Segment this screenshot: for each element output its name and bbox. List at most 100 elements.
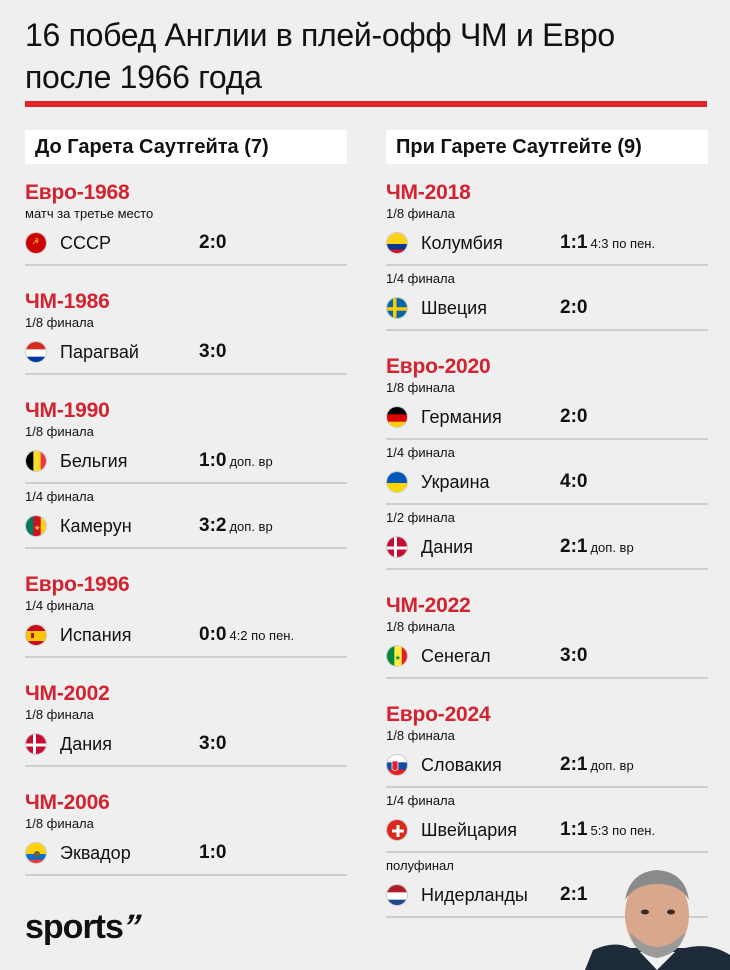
- match-row: Дания 3:0: [25, 723, 347, 767]
- column-heading: При Гарете Саутгейте (9): [386, 130, 708, 164]
- score-value: 1:1: [560, 232, 588, 253]
- ecuador-flag-icon: [25, 842, 47, 864]
- stage-label: 1/4 финала: [386, 793, 455, 808]
- score-value: 3:0: [199, 341, 227, 362]
- svg-text:☭: ☭: [32, 237, 39, 246]
- match-row: ☭ СССР 2:0: [25, 222, 347, 266]
- match-score: 2:1: [560, 874, 587, 916]
- match-score: 2:0: [560, 396, 587, 438]
- sweden-flag-icon: [386, 297, 408, 319]
- match-row: ★ Сенегал 3:0: [386, 635, 708, 679]
- stage-label: 1/8 финала: [386, 619, 455, 634]
- match-score: 2:1 доп. вр: [560, 526, 634, 569]
- score-note: 4:2 по пен.: [229, 628, 295, 643]
- opponent-name: Дания: [60, 734, 112, 754]
- opponent-name: Сенегал: [421, 646, 491, 666]
- stage-label: матч за третье место: [25, 206, 154, 221]
- stage-label: 1/2 финала: [386, 510, 455, 525]
- stage-label: 1/8 финала: [25, 816, 94, 831]
- tournament-block: Евро-2024 1/8 финала Словакия 2:1 доп. вр 1/4…: [386, 703, 708, 918]
- match-score: 0:0 4:2 по пен.: [199, 614, 294, 657]
- tournament-block: Евро-1996 1/4 финала Испания 0:0 4:2 по пен.: [25, 573, 347, 658]
- opponent-name: Парагвай: [60, 342, 139, 362]
- tournament-name: ЧМ-2006: [25, 791, 110, 814]
- stage-label: 1/8 финала: [386, 206, 455, 221]
- match-score: 3:0: [199, 331, 226, 373]
- opponent-name: Нидерланды: [421, 885, 528, 905]
- paraguay-flag-icon: [25, 341, 47, 363]
- tournament-name: ЧМ-2022: [386, 594, 471, 617]
- tournament-name: Евро-2020: [386, 355, 491, 378]
- match-score: 2:1 доп. вр: [560, 744, 634, 787]
- match-row: Эквадор 1:0: [25, 832, 347, 876]
- senegal-flag-icon: ★: [386, 645, 408, 667]
- logo-text: sports: [25, 908, 124, 946]
- svg-text:★: ★: [395, 654, 401, 662]
- opponent-name: Швеция: [421, 298, 487, 318]
- colombia-flag-icon: [386, 232, 408, 254]
- page-title: 16 побед Англии в плей-офф ЧМ и Евро пос…: [25, 14, 715, 98]
- opponent-name: Эквадор: [60, 843, 131, 863]
- opponent-name: Камерун: [60, 516, 132, 536]
- score-value: 2:1: [560, 754, 588, 775]
- match-score: 1:1 4:3 по пен.: [560, 222, 655, 265]
- title-line-1: 16 побед Англии в плей-офф ЧМ и Евро: [25, 17, 615, 53]
- match-score: 4:0: [560, 461, 587, 503]
- score-note: 4:3 по пен.: [590, 236, 656, 251]
- match-row: Бельгия 1:0 доп. вр: [25, 440, 347, 484]
- score-note: доп. вр: [229, 519, 273, 534]
- sports-logo: sports’’: [25, 908, 146, 947]
- tournament-name: Евро-1968: [25, 181, 130, 204]
- match-row: Германия 2:0: [386, 396, 708, 440]
- score-value: 3:0: [560, 645, 588, 666]
- denmark-flag-icon: [25, 733, 47, 755]
- svg-text:★: ★: [34, 524, 40, 532]
- match-row: Швейцария 1:1 5:3 по пен.: [386, 809, 708, 853]
- match-score: 3:2 доп. вр: [199, 505, 273, 548]
- tournament-block: Евро-1968 матч за третье место ☭ СССР 2:0: [25, 181, 347, 266]
- score-value: 3:0: [199, 733, 227, 754]
- tournament-name: ЧМ-1990: [25, 399, 110, 422]
- match-score: 2:0: [560, 287, 587, 329]
- ukraine-flag-icon: [386, 471, 408, 493]
- stage-label: 1/4 финала: [25, 598, 94, 613]
- spain-flag-icon: [25, 624, 47, 646]
- match-row: Колумбия 1:1 4:3 по пен.: [386, 222, 708, 266]
- score-value: 2:1: [560, 536, 588, 557]
- opponent-name: Колумбия: [421, 233, 503, 253]
- coach-portrait-image: [585, 870, 730, 970]
- score-value: 2:0: [199, 232, 227, 253]
- tournament-block: ЧМ-2006 1/8 финала Эквадор 1:0: [25, 791, 347, 876]
- match-score: 1:0: [199, 832, 226, 874]
- tournament-block: ЧМ-2002 1/8 финала Дания 3:0: [25, 682, 347, 767]
- score-value: 4:0: [560, 471, 588, 492]
- score-note: 5:3 по пен.: [590, 823, 656, 838]
- score-value: 1:0: [199, 450, 227, 471]
- score-note: доп. вр: [590, 540, 634, 555]
- opponent-name: Бельгия: [60, 451, 128, 471]
- title-line-2: после 1966 года: [25, 59, 262, 95]
- column-heading: До Гарета Саутгейта (7): [25, 130, 347, 164]
- score-value: 3:2: [199, 515, 227, 536]
- tournament-name: Евро-1996: [25, 573, 130, 596]
- ussr-flag-icon: ☭: [25, 232, 47, 254]
- match-row: Словакия 2:1 доп. вр: [386, 744, 708, 788]
- stage-label: 1/4 финала: [25, 489, 94, 504]
- tournament-name: ЧМ-2002: [25, 682, 110, 705]
- match-score: 1:0 доп. вр: [199, 440, 273, 483]
- column-before-southgate: До Гарета Саутгейта (7) Евро-1968 матч за…: [25, 130, 347, 900]
- match-row: ★ Камерун 3:2 доп. вр: [25, 505, 347, 549]
- opponent-name: Германия: [421, 407, 502, 427]
- match-score: 1:1 5:3 по пен.: [560, 809, 655, 852]
- tournament-block: ЧМ-1990 1/8 финала Бельгия 1:0 доп. вр 1/4 фи…: [25, 399, 347, 549]
- slovakia-flag-icon: [386, 754, 408, 776]
- match-score: 3:0: [560, 635, 587, 677]
- score-value: 2:0: [560, 406, 588, 427]
- cameroon-flag-icon: ★: [25, 515, 47, 537]
- opponent-name: Швейцария: [421, 820, 518, 840]
- column-under-southgate: При Гарете Саутгейте (9) ЧМ-2018 1/8 фина…: [386, 130, 708, 942]
- match-row: Испания 0:0 4:2 по пен.: [25, 614, 347, 658]
- match-row: Дания 2:1 доп. вр: [386, 526, 708, 570]
- opponent-name: Словакия: [421, 755, 502, 775]
- match-row: Парагвай 3:0: [25, 331, 347, 375]
